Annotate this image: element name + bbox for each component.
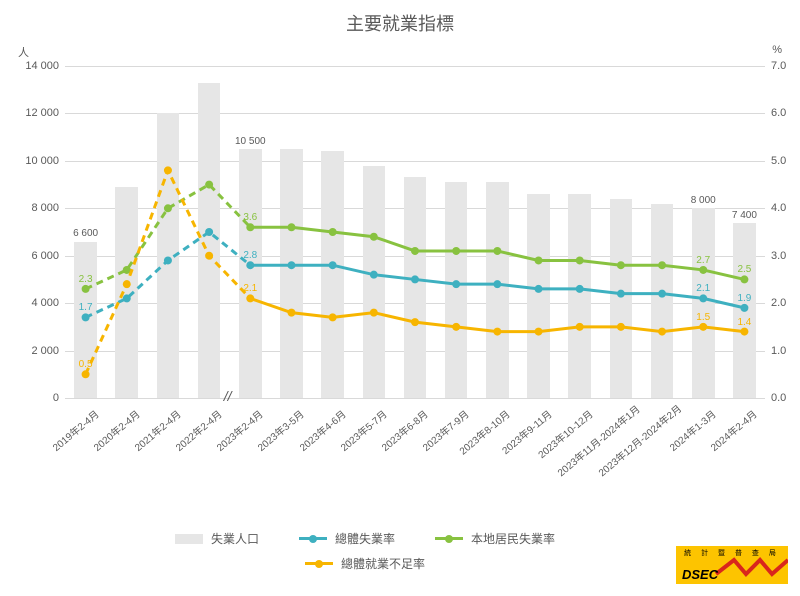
chart-title: 主要就業指標 (0, 0, 800, 36)
chart-container: 主要就業指標 人 % 6 600 10 500 8 000 7 400 // 1.7 2.8… (0, 0, 800, 596)
legend-item: 失業人口 (175, 530, 259, 547)
bar (115, 187, 138, 398)
axis-break-icon: // (224, 388, 232, 404)
bar-label: 7 400 (732, 210, 757, 221)
bar (610, 199, 633, 398)
bar (527, 194, 550, 398)
bar (363, 166, 386, 398)
legend-item: 總體失業率 (299, 530, 395, 547)
y-right-axis-label: % (772, 44, 782, 56)
bar (568, 194, 591, 398)
legend-swatch-icon (435, 537, 463, 540)
line-label: 2.1 (696, 283, 710, 294)
ytick-right: 2.0 (771, 297, 786, 309)
bar (404, 177, 427, 398)
ytick-right: 4.0 (771, 202, 786, 214)
bar (239, 149, 262, 398)
gridline (65, 398, 765, 399)
ytick-left: 14 000 (9, 60, 59, 72)
legend-item: 總體就業不足率 (305, 555, 425, 572)
ytick-right: 6.0 (771, 107, 786, 119)
ytick-left: 12 000 (9, 107, 59, 119)
bar (651, 204, 674, 398)
line-label: 2.3 (79, 274, 93, 285)
ytick-left: 6 000 (9, 250, 59, 262)
bar (486, 182, 509, 398)
legend-swatch-icon (299, 537, 327, 540)
line-label: 1.5 (696, 312, 710, 323)
bar (445, 182, 468, 398)
ytick-left: 2 000 (9, 345, 59, 357)
bar (157, 113, 180, 398)
ytick-right: 5.0 (771, 155, 786, 167)
line-label: 2.1 (243, 283, 257, 294)
ytick-left: 8 000 (9, 202, 59, 214)
y-left-axis-label: 人 (18, 44, 29, 60)
ytick-right: 3.0 (771, 250, 786, 262)
plot-area: 6 60010 5008 0007 400//1.72.82.11.92.33.… (65, 66, 765, 398)
ytick-right: 1.0 (771, 345, 786, 357)
line-label: 3.6 (243, 212, 257, 223)
line-label: 1.7 (79, 302, 93, 313)
line-label: 2.8 (243, 250, 257, 261)
ytick-right: 7.0 (771, 60, 786, 72)
ytick-right: 0.0 (771, 392, 786, 404)
legend-item: 本地居民失業率 (435, 530, 555, 547)
ytick-left: 4 000 (9, 297, 59, 309)
line-label: 1.4 (737, 317, 751, 328)
line-label: 1.9 (737, 293, 751, 304)
legend-label: 總體失業率 (335, 530, 395, 547)
legend-swatch-icon (305, 562, 333, 565)
bar (733, 223, 756, 398)
bar (74, 242, 97, 399)
line-label: 2.7 (696, 255, 710, 266)
ytick-left: 10 000 (9, 155, 59, 167)
bar-label: 8 000 (691, 195, 716, 206)
ytick-left: 0 (9, 392, 59, 404)
line-label: 2.5 (737, 264, 751, 275)
line-label: 0.5 (79, 359, 93, 370)
dsec-logo: 統 計 暨 普 查 局 DSEC (676, 546, 788, 584)
logo-main-text: DSEC (682, 567, 718, 582)
bar-label: 6 600 (73, 228, 98, 239)
legend-label: 失業人口 (211, 530, 259, 547)
bar (198, 83, 221, 398)
legend-label: 總體就業不足率 (341, 555, 425, 572)
bar-label: 10 500 (235, 136, 266, 147)
bar (692, 208, 715, 398)
bar (280, 149, 303, 398)
legend-label: 本地居民失業率 (471, 530, 555, 547)
legend: 失業人口 總體失業率 本地居民失業率總體就業不足率 (130, 530, 600, 572)
bar (321, 151, 344, 398)
legend-swatch-icon (175, 534, 203, 544)
gridline (65, 66, 765, 67)
